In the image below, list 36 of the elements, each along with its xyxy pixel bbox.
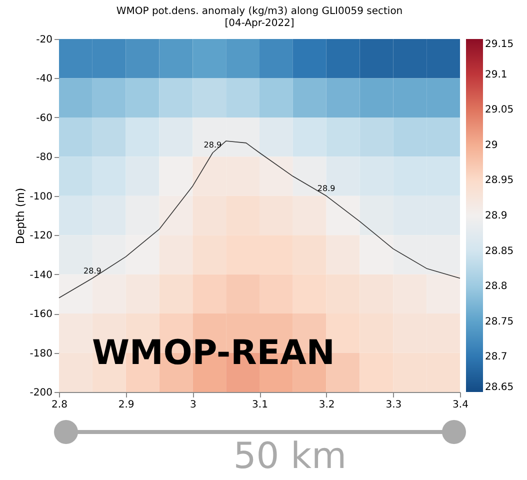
annotation: 28.9 bbox=[204, 140, 222, 150]
x-tick-label: 3.3 bbox=[386, 400, 402, 410]
color-bar-label: 28.9 bbox=[485, 210, 508, 222]
color-bar-label: 28.95 bbox=[485, 175, 514, 186]
chart-subtitle: [04-Apr-2022] bbox=[224, 18, 294, 29]
chart-title: WMOP pot.dens. anomaly (kg/m3) along GLI0059 section bbox=[116, 6, 403, 17]
color-bar-label: 28.65 bbox=[485, 382, 514, 393]
x-tick-label: 2.9 bbox=[118, 400, 134, 410]
color-bar-label: 29 bbox=[485, 140, 498, 151]
text: 50 km bbox=[232, 436, 348, 477]
x-tick-label: 3.4 bbox=[452, 400, 468, 410]
y-tick-label: -80 bbox=[36, 152, 52, 164]
y-tick-label: -180 bbox=[30, 348, 52, 360]
y-tick-label: -200 bbox=[30, 388, 52, 398]
y-tick-label: -60 bbox=[36, 112, 52, 124]
y-tick-label: -20 bbox=[36, 34, 52, 46]
y-axis-title: Depth (m) bbox=[14, 188, 27, 244]
y-tick-label: -100 bbox=[30, 191, 52, 202]
color-bar-label: 29.15 bbox=[485, 39, 514, 50]
y-tick-label: -40 bbox=[36, 74, 52, 85]
x-tick-label: 3.2 bbox=[318, 400, 335, 410]
annotation: WMOP-REAN bbox=[92, 333, 335, 373]
color-bar-label: 28.7 bbox=[485, 352, 508, 363]
color-bar-label: 28.75 bbox=[485, 316, 514, 328]
y-tick-label: -160 bbox=[30, 309, 52, 320]
x-tick-label: 3 bbox=[190, 400, 196, 410]
y-tick-label: -120 bbox=[30, 230, 52, 242]
color-bar-label: 29.1 bbox=[485, 69, 508, 80]
color-bar-label: 28.8 bbox=[485, 281, 508, 292]
annotation: 28.9 bbox=[317, 184, 336, 193]
annotation: 28.9 bbox=[84, 266, 102, 276]
x-tick-label: 3.1 bbox=[252, 400, 268, 410]
color-bar-label: 29.05 bbox=[485, 104, 514, 116]
color-bar-label: 28.85 bbox=[485, 246, 514, 257]
y-tick-label: -140 bbox=[30, 270, 52, 281]
x-tick-label: 2.8 bbox=[52, 400, 68, 410]
